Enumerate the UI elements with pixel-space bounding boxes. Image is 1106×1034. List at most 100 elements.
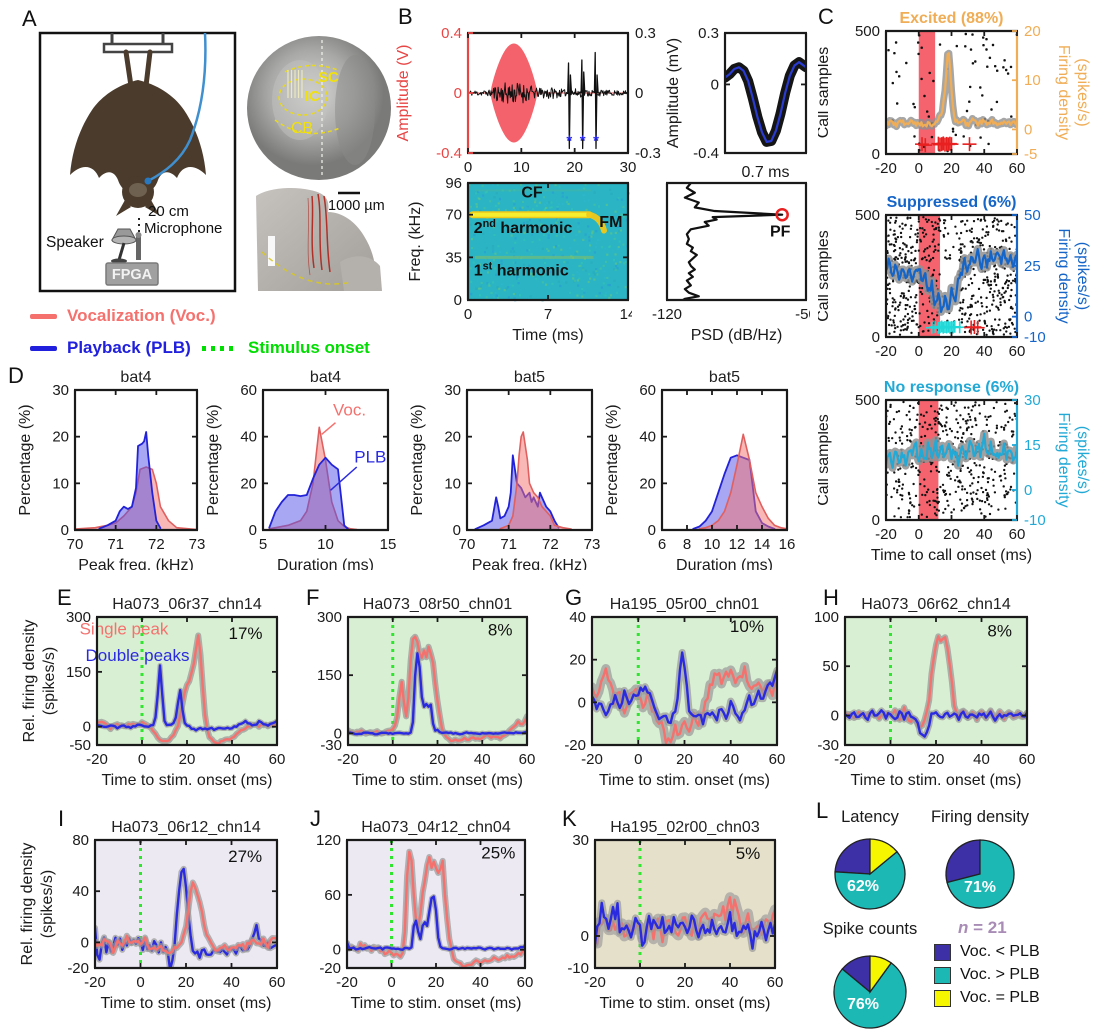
svg-text:60: 60	[1019, 751, 1036, 768]
svg-text:20: 20	[943, 160, 960, 177]
svg-text:20: 20	[569, 652, 586, 669]
voc-eq-plb-swatch	[934, 989, 951, 1007]
svg-text:50: 50	[1024, 207, 1041, 224]
svg-text:30: 30	[620, 159, 637, 175]
fpga-label: FPGA	[112, 267, 153, 283]
setup-schematic: 20 cm Microphone Speaker FPGA	[38, 31, 391, 293]
svg-text:60: 60	[639, 382, 656, 399]
svg-text:20: 20	[444, 429, 461, 446]
n-value: = 21	[968, 918, 1007, 937]
svg-text:-50: -50	[795, 306, 810, 323]
chart-bat4-duration-hist: Voc. PLB 5 10 15 0 20 40 60 bat4 Duration (ms) Perc…	[205, 363, 412, 575]
svg-text:bat5: bat5	[709, 369, 740, 386]
svg-text:-20: -20	[875, 526, 897, 543]
panel-label-b: B	[398, 4, 413, 29]
svg-text:73: 73	[189, 536, 206, 553]
svg-text:60: 60	[1009, 160, 1026, 177]
chart-bat5-duration-hist: 6 8 10 12 14 16 0 20 40 60 bat5 Duration (ms) Percen…	[604, 363, 811, 575]
svg-text:40: 40	[569, 609, 586, 626]
svg-text:Firing density: Firing density	[931, 808, 1030, 826]
n-symbol: n	[958, 918, 969, 937]
svg-text:bat4: bat4	[120, 369, 151, 386]
svg-text:76%: 76%	[847, 996, 879, 1013]
svg-text:0: 0	[454, 85, 462, 102]
svg-text:Firing density: Firing density	[1055, 412, 1072, 507]
svg-text:17%: 17%	[228, 624, 262, 643]
svg-text:40: 40	[973, 751, 990, 768]
svg-text:PSD (dB/Hz): PSD (dB/Hz)	[691, 327, 783, 344]
svg-text:bat5: bat5	[514, 369, 545, 386]
svg-text:-20: -20	[84, 974, 106, 991]
playback-label: Playback (PLB)	[67, 338, 191, 357]
svg-text:70: 70	[459, 536, 476, 553]
chart-psth-e: Single peak Double peaks 17% -20 0 20 40 60 -50 0…	[20, 590, 301, 797]
cb-label: CB	[291, 120, 313, 137]
svg-text:14: 14	[754, 536, 771, 553]
svg-text:20: 20	[928, 751, 945, 768]
svg-text:30: 30	[572, 832, 589, 849]
svg-text:500: 500	[855, 23, 880, 40]
svg-text:Peak freq. (kHz): Peak freq. (kHz)	[472, 557, 588, 570]
svg-text:40: 40	[224, 751, 241, 768]
svg-text:300: 300	[317, 609, 342, 626]
svg-text:1st harmonic: 1st harmonic	[474, 261, 569, 280]
svg-text:Rel. firing density: Rel. firing density	[19, 843, 36, 966]
svg-text:Ha195_05r00_chn01: Ha195_05r00_chn01	[610, 596, 760, 613]
voc-lt-plb-label: Voc. < PLB	[960, 943, 1040, 960]
svg-text:60: 60	[324, 887, 341, 904]
playback-line-swatch	[30, 345, 57, 351]
svg-text:62%: 62%	[847, 878, 879, 895]
svg-text:-20: -20	[584, 974, 606, 991]
svg-text:0: 0	[634, 751, 642, 768]
svg-text:0: 0	[334, 725, 342, 742]
svg-text:40: 40	[639, 429, 656, 446]
svg-text:0: 0	[333, 942, 341, 959]
svg-text:0: 0	[711, 76, 719, 93]
svg-text:10%: 10%	[730, 617, 764, 636]
svg-text:-0.3: -0.3	[635, 145, 661, 162]
svg-text:0: 0	[1024, 309, 1032, 326]
panel-label-h: H	[823, 585, 839, 610]
svg-text:0: 0	[872, 146, 880, 163]
svg-text:0: 0	[464, 159, 472, 175]
svg-text:-120: -120	[652, 306, 682, 323]
svg-text:60: 60	[1009, 343, 1026, 360]
svg-text:0: 0	[872, 512, 880, 529]
svg-text:27%: 27%	[228, 847, 262, 866]
svg-text:Excited (88%): Excited (88%)	[899, 10, 1003, 27]
svg-text:No response (6%): No response (6%)	[884, 379, 1019, 396]
svg-text:-0.4: -0.4	[436, 145, 462, 162]
svg-text:0: 0	[453, 522, 461, 539]
fpga-box: FPGA	[105, 262, 159, 286]
svg-text:12: 12	[729, 536, 746, 553]
ic-label: IC	[305, 88, 320, 105]
svg-text:(spikes/s): (spikes/s)	[1074, 242, 1091, 310]
legend-voc-lt-plb: Voc. < PLB	[934, 943, 1106, 961]
svg-text:Rel. firing density: Rel. firing density	[21, 620, 38, 743]
svg-text:Time to stim. onset (ms): Time to stim. onset (ms)	[352, 772, 523, 789]
svg-text:30: 30	[444, 382, 461, 399]
stimulus-onset-label: Stimulus onset	[248, 338, 370, 357]
panel-label-j: J	[310, 806, 321, 831]
voc-gt-plb-label: Voc. > PLB	[960, 966, 1040, 983]
chart-suppressed-raster: -20 0 20 40 60 0 500 -10 0 25 50 Suppressed (6%) Cal…	[815, 184, 1106, 370]
svg-text:50: 50	[822, 658, 839, 675]
pie-firing-density: Firing density 71%	[922, 806, 1038, 917]
svg-text:20: 20	[677, 974, 694, 991]
svg-text:Time to call onset (ms): Time to call onset (ms)	[871, 547, 1032, 564]
svg-text:0: 0	[635, 85, 643, 102]
svg-text:Call samples: Call samples	[818, 47, 832, 139]
svg-text:5%: 5%	[736, 844, 761, 863]
histology-image: 1000 µm	[256, 188, 385, 291]
svg-text:40: 40	[472, 974, 489, 991]
svg-text:-20: -20	[67, 960, 89, 977]
svg-text:0: 0	[915, 160, 923, 177]
sc-label: SC	[318, 69, 339, 86]
svg-text:Ha073_04r12_chn04: Ha073_04r12_chn04	[361, 819, 511, 836]
svg-text:-30: -30	[320, 737, 342, 754]
svg-text:0: 0	[249, 522, 257, 539]
svg-text:20: 20	[676, 751, 693, 768]
panel-label-i: I	[58, 806, 65, 831]
svg-text:16: 16	[779, 536, 796, 553]
